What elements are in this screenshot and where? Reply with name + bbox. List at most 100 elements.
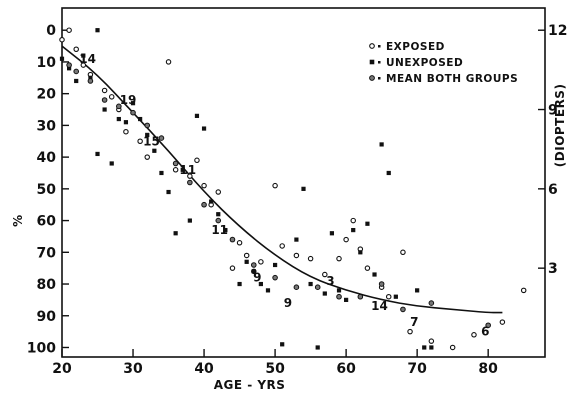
y-tick-label: 20 <box>37 87 57 103</box>
fit-curve-layer <box>61 45 503 314</box>
mean-point <box>187 179 193 186</box>
x-tick-label: 80 <box>478 361 498 377</box>
unexposed-point <box>109 161 114 166</box>
mean-point <box>400 306 406 313</box>
plot-frame <box>61 7 546 358</box>
sample-size-label: 9 <box>284 296 292 310</box>
mean-point <box>485 322 491 329</box>
unexposed-point <box>180 167 185 172</box>
legend-dot <box>378 45 381 48</box>
legend-label: MEAN BOTH GROUPS <box>386 73 518 85</box>
exposed-point <box>520 287 527 294</box>
mean-point <box>272 274 278 281</box>
y-tick-label: 40 <box>37 150 57 166</box>
unexposed-point <box>59 56 65 61</box>
unexposed-point <box>81 53 86 58</box>
sample-size-label: 15 <box>143 134 160 148</box>
exposed-point <box>59 36 65 43</box>
exposed-point <box>385 293 392 300</box>
data-points-layer <box>59 27 527 351</box>
right-tick-label: 3 <box>548 261 558 277</box>
exposed-point <box>172 167 179 173</box>
y-axis-label: % <box>11 214 25 227</box>
exposed-point <box>350 217 356 224</box>
unexposed-point <box>258 281 263 287</box>
x-tick-label: 70 <box>407 361 427 377</box>
exposed-point <box>428 338 435 344</box>
unexposed-point <box>237 281 242 287</box>
legend-dot <box>378 77 381 80</box>
unexposed-point <box>265 288 271 293</box>
legend: EXPOSED UNEXPOSED MEAN BOTH GROUPS <box>369 41 518 85</box>
unexposed-point <box>386 170 391 176</box>
axis-ticks: 20 30 40 50 60 70 80 0 10 20 30 40 50 60 70 80 90 100 12 9 6… <box>27 23 568 377</box>
exposed-point <box>499 319 506 325</box>
mean-point <box>201 201 207 208</box>
annotation-layer: 14 19 15 11 11 9 9 3 14 7 6 <box>79 52 489 339</box>
unexposed-point <box>365 221 370 226</box>
sample-size-label: 14 <box>371 299 388 313</box>
mean-point <box>66 62 72 68</box>
sample-size-label: 14 <box>79 52 96 66</box>
unexposed-point <box>194 113 200 118</box>
unexposed-point <box>251 269 256 274</box>
right-axis-label: (DIOPTERS) <box>553 84 567 168</box>
exposed-point <box>307 255 314 262</box>
mean-point <box>130 109 136 116</box>
exposed-point <box>165 59 172 65</box>
mean-point <box>357 293 364 300</box>
sample-size-label: 3 <box>326 274 334 288</box>
legend-exposed-marker <box>369 43 375 49</box>
exposed-point <box>343 236 349 243</box>
y-tick-label: 10 <box>37 55 57 71</box>
mean-point <box>158 135 165 141</box>
unexposed-point <box>294 237 299 242</box>
legend-label: UNEXPOSED <box>386 57 463 69</box>
unexposed-point <box>358 250 363 255</box>
unexposed-point <box>379 142 384 147</box>
legend-unexposed-marker <box>369 59 375 65</box>
exposed-point <box>279 243 285 249</box>
mean-point <box>293 284 300 291</box>
unexposed-point <box>315 345 320 350</box>
exposed-point <box>336 255 342 262</box>
exposed-point <box>272 182 278 189</box>
legend-mean-marker <box>369 75 375 81</box>
mean-point <box>378 281 385 287</box>
y-tick-label: 80 <box>37 277 57 293</box>
unexposed-point <box>322 291 327 296</box>
mean-point <box>101 97 108 103</box>
right-tick-label: 9 <box>548 103 558 119</box>
x-tick-label: 40 <box>194 361 214 377</box>
exposed-point <box>364 265 371 271</box>
unexposed-point <box>216 212 221 217</box>
unexposed-point <box>102 107 107 112</box>
unexposed-point <box>244 259 249 264</box>
sample-size-label: 9 <box>253 271 261 285</box>
unexposed-point <box>116 116 121 122</box>
unexposed-point <box>308 281 313 287</box>
unexposed-point <box>223 227 228 233</box>
x-tick-label: 30 <box>123 361 143 377</box>
exposed-point <box>293 252 300 259</box>
exposed-point <box>108 94 115 100</box>
exposed-point <box>137 138 143 145</box>
exposed-point <box>66 27 72 33</box>
mean-point <box>428 300 435 306</box>
unexposed-point <box>201 126 207 131</box>
exposed-point <box>229 265 236 271</box>
sample-size-label: 11 <box>179 163 196 177</box>
right-tick-label: 12 <box>548 23 567 39</box>
unexposed-point <box>393 294 398 299</box>
unexposed-point <box>415 288 420 293</box>
unexposed-point <box>138 116 143 122</box>
legend-label: EXPOSED <box>386 41 445 53</box>
unexposed-point <box>429 345 434 350</box>
mean-point <box>73 68 80 75</box>
exposed-point <box>243 252 250 259</box>
unexposed-point <box>344 297 349 302</box>
right-tick-label: 6 <box>548 182 558 198</box>
unexposed-point <box>95 151 100 157</box>
